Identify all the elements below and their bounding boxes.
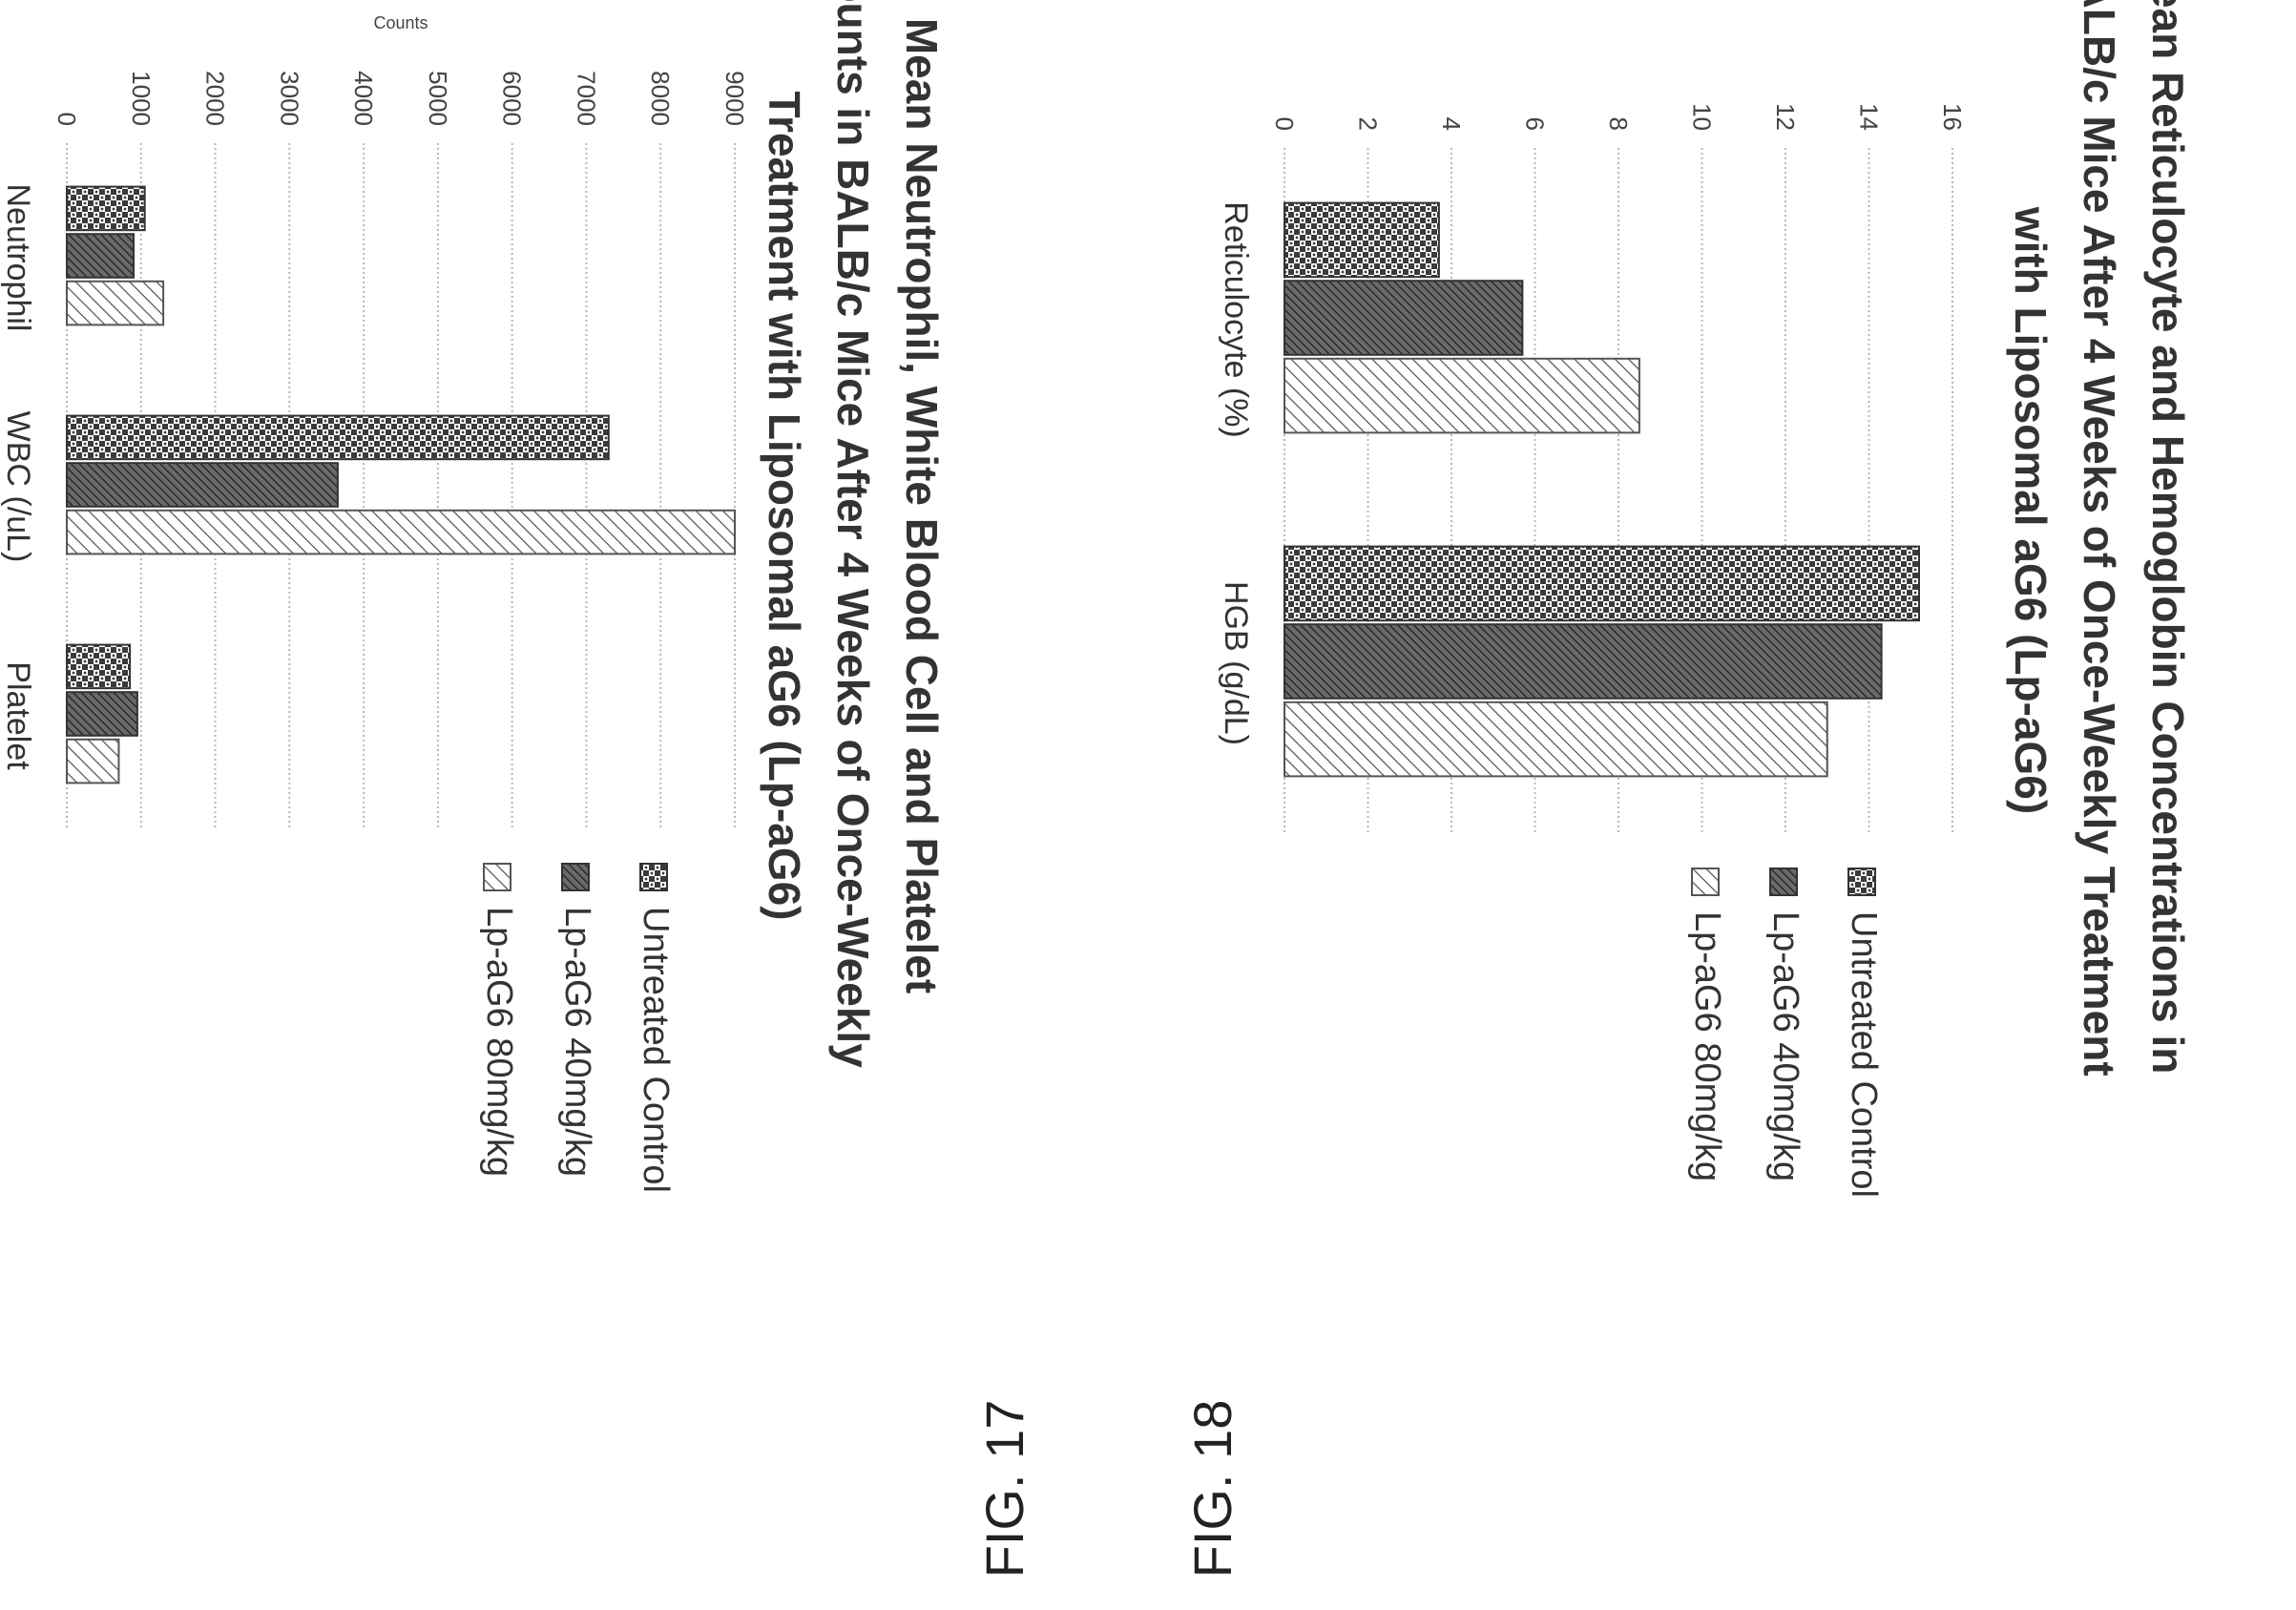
chart-title-line: BALB/c Mice After 4 Weeks of Once-Weekly… [2075, 0, 2124, 1077]
chart-title-line: Treatment with Liposomal aG6 (Lp-aG6) [760, 91, 809, 920]
legend-swatch [1691, 868, 1720, 896]
y-tick-label: 6000 [498, 71, 527, 126]
legend-swatch [1769, 868, 1798, 896]
chart-title-line: Mean Neutrophil, White Blood Cell and Pl… [897, 18, 947, 993]
bar [66, 462, 339, 508]
x-tick-label: Reticulocyte (%) [1218, 201, 1254, 438]
chart-title-line: Counts in BALB/c Mice After 4 Weeks of O… [828, 0, 878, 1068]
bar [66, 414, 610, 461]
y-tick-label: 14 [1855, 103, 1884, 131]
legend-label: Lp-aG6 40mg/kg [1765, 911, 1805, 1181]
legend-swatch [639, 863, 668, 891]
bar [66, 691, 138, 737]
bar [66, 233, 135, 279]
y-tick-label: 4000 [349, 71, 378, 126]
bar [1284, 357, 1640, 434]
legend-label: Untreated Control [1844, 911, 1884, 1198]
y-tick-label: 8 [1604, 117, 1633, 131]
bar [66, 509, 736, 555]
figure-chart: Mean Neutrophil, White Blood Cell and Pl… [0, 0, 947, 1193]
figure-label: FIG. 18 [1182, 1400, 1242, 1579]
y-tick-label: 9000 [720, 71, 749, 126]
y-tick-label: 0 [1270, 117, 1299, 131]
bar [66, 738, 120, 784]
y-tick-label: 10 [1688, 103, 1717, 131]
y-tick-label: 12 [1771, 103, 1800, 131]
bar [1284, 700, 1828, 778]
y-tick-label: 2000 [201, 71, 230, 126]
y-tick-label: 1000 [127, 71, 156, 126]
legend-swatch [1847, 868, 1876, 896]
y-tick-label: 8000 [646, 71, 675, 126]
y-tick-label: 0 [52, 113, 81, 126]
figure-chart: Mean Reticulocyte and Hemoglobin Concent… [1218, 0, 2193, 1198]
bar [1284, 280, 1524, 356]
x-tick-label: Platelet [0, 661, 36, 770]
legend-label: Lp-aG6 80mg/kg [1687, 911, 1727, 1181]
legend-swatch [483, 863, 511, 891]
bar [1284, 623, 1883, 700]
bar [66, 185, 146, 232]
y-tick-label: 2 [1354, 117, 1383, 131]
legend-label: Untreated Control [636, 907, 676, 1193]
figure-label: FIG. 17 [974, 1400, 1034, 1579]
legend-swatch [561, 863, 590, 891]
y-tick-label: 7000 [572, 71, 600, 126]
y-axis-label: Counts [373, 13, 428, 32]
bar [65, 280, 165, 326]
y-tick-label: 6 [1521, 117, 1550, 131]
bar [65, 643, 132, 690]
x-tick-label: Neutrophil [0, 184, 36, 332]
bar [1284, 545, 1920, 622]
chart-title-line: Mean Reticulocyte and Hemoglobin Concent… [2143, 0, 2193, 1074]
legend-label: Lp-aG6 40mg/kg [557, 907, 597, 1177]
y-tick-label: 16 [1938, 103, 1967, 131]
y-tick-label: 4 [1437, 117, 1466, 131]
y-tick-label: 3000 [275, 71, 303, 126]
chart-title-line: with Liposomal aG6 (Lp-aG6) [2006, 206, 2056, 814]
y-tick-label: 5000 [424, 71, 452, 126]
x-tick-label: HGB (g/dL) [1218, 581, 1254, 745]
x-tick-label: WBC (/uL) [0, 411, 36, 563]
bar [1284, 201, 1440, 279]
legend-label: Lp-aG6 80mg/kg [479, 907, 519, 1177]
